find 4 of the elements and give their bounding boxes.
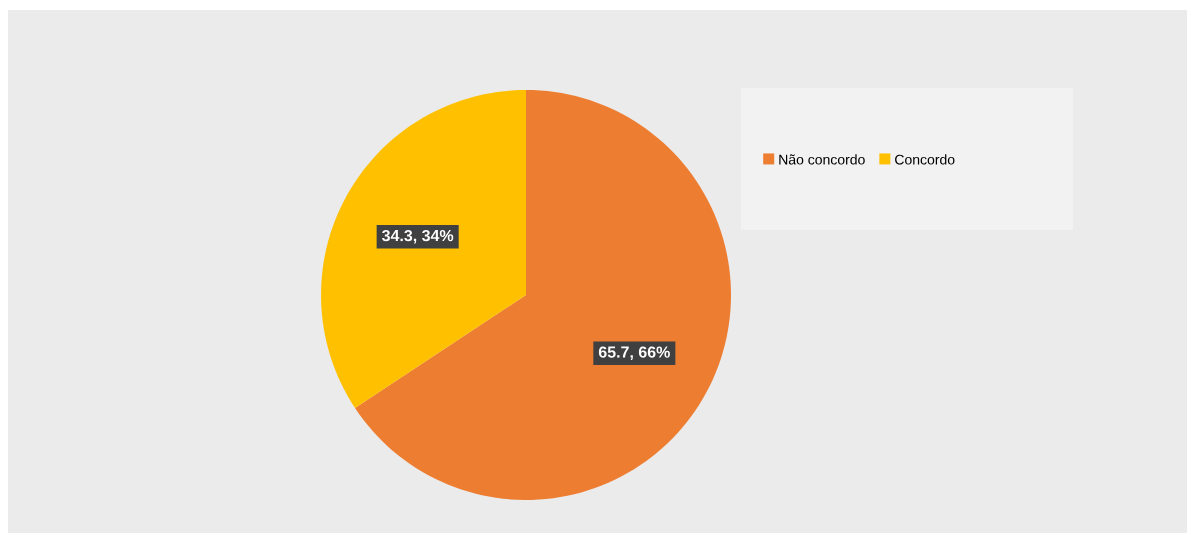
data-label: 34.3, 34%: [382, 229, 454, 244]
data-label: 65.7, 66%: [598, 346, 670, 361]
legend-label: Não concordo: [779, 154, 865, 165]
legend-label: Concordo: [895, 154, 955, 165]
